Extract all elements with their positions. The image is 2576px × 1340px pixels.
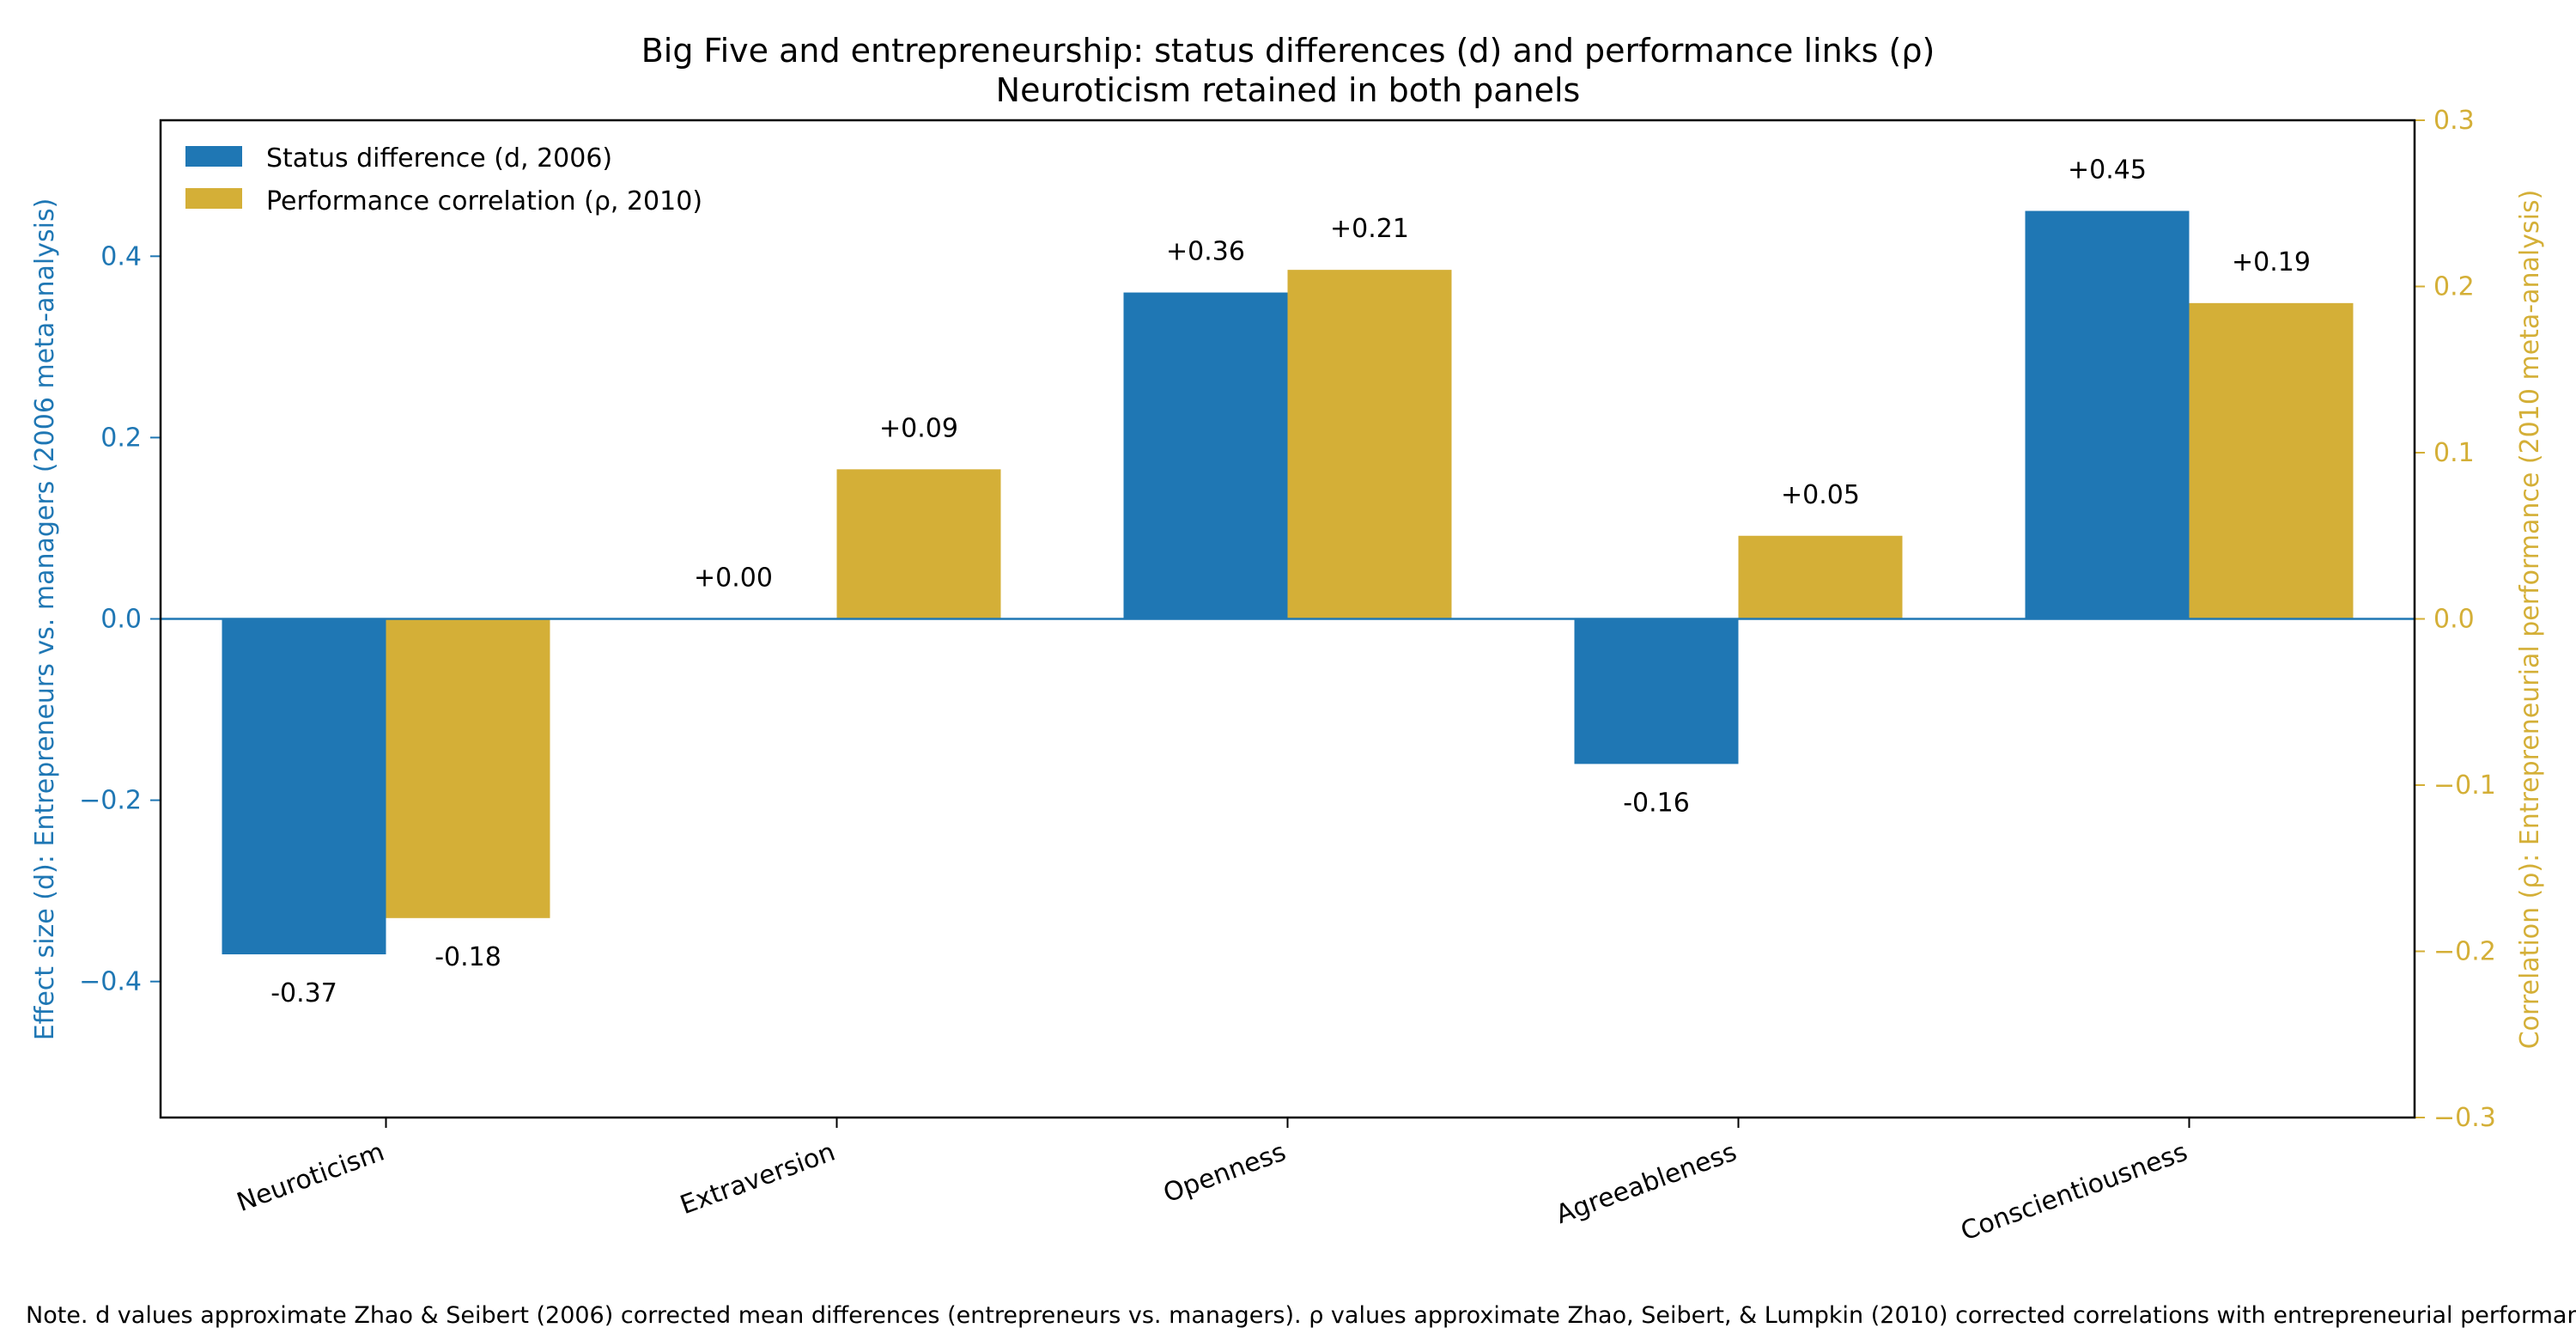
x-tick-label: Neuroticism: [233, 1137, 388, 1218]
data-label: -0.18: [434, 942, 501, 972]
data-label: -0.16: [1623, 788, 1690, 818]
bar-status-openness: [1123, 292, 1288, 619]
bar-performance-extraversion: [836, 469, 1001, 619]
y-tick-label-right: 0.1: [2433, 438, 2475, 468]
legend-swatch-performance: [185, 188, 242, 209]
y-tick-label-right: 0.2: [2433, 272, 2475, 302]
y-tick-label-right: −0.3: [2433, 1103, 2496, 1133]
legend-swatch-status: [185, 146, 242, 167]
data-label: +0.45: [2068, 155, 2147, 186]
data-label: +0.00: [694, 563, 773, 594]
y-tick-label-right: −0.2: [2433, 937, 2496, 967]
legend-label-status: Status difference (d, 2006): [266, 143, 612, 174]
legend-label-performance: Performance correlation (ρ, 2010): [266, 186, 702, 216]
y-tick-label-left: −0.2: [79, 786, 142, 816]
bar-status-conscientiousness: [2025, 210, 2190, 619]
y-tick-label-left: 0.0: [100, 605, 142, 635]
y-tick-label-right: 0.3: [2433, 106, 2475, 136]
bar-performance-openness: [1287, 270, 1452, 619]
y-tick-label-right: −0.1: [2433, 770, 2496, 801]
legend: Status difference (d, 2006) Performance …: [185, 143, 702, 216]
bar-status-agreeableness: [1574, 618, 1739, 764]
y-tick-label-right: 0.0: [2433, 605, 2475, 635]
chart-title: Big Five and entrepreneurship: status di…: [641, 32, 1935, 70]
bar-performance-conscientiousness: [2189, 302, 2354, 619]
data-label: +0.21: [1330, 214, 1409, 244]
x-tick-label: Agreeableness: [1552, 1137, 1741, 1231]
x-tick-label: Extraversion: [677, 1137, 840, 1221]
y-axis-label-left: Effect size (d): Entrepreneurs vs. manag…: [30, 198, 60, 1041]
data-label: -0.37: [270, 978, 337, 1008]
chart-subtitle: Neuroticism retained in both panels: [996, 71, 1581, 109]
bar-performance-neuroticism: [386, 618, 550, 918]
y-tick-label-left: 0.2: [100, 423, 142, 453]
bar-status-neuroticism: [222, 618, 386, 955]
data-label: +0.19: [2232, 247, 2311, 277]
plot-frame: [159, 119, 2416, 1119]
x-tick-label: Conscientiousness: [1957, 1137, 2191, 1247]
data-label: +0.05: [1781, 480, 1860, 510]
y-tick-label-left: 0.4: [100, 241, 142, 271]
x-tick-label: Openness: [1159, 1137, 1290, 1209]
bar-performance-agreeableness: [1738, 535, 1903, 619]
y-axis-label-right: Correlation (ρ): Entrepreneurial perform…: [2515, 190, 2545, 1050]
y-tick-label-left: −0.4: [79, 967, 142, 997]
data-label: +0.09: [879, 413, 958, 443]
data-label: +0.36: [1166, 237, 1245, 267]
footnote: Note. d values approximate Zhao & Seiber…: [26, 1302, 2576, 1329]
